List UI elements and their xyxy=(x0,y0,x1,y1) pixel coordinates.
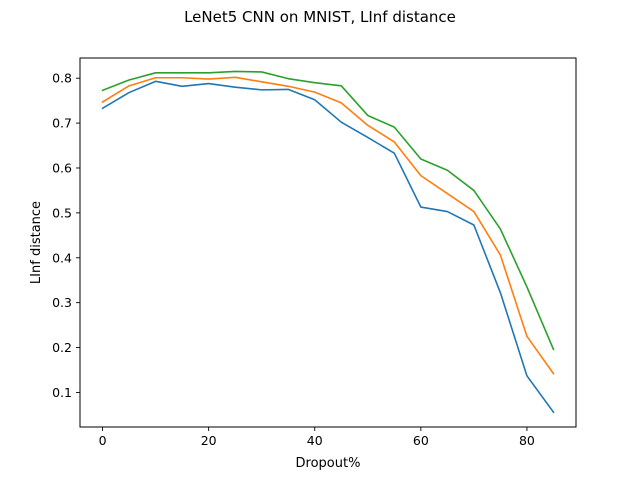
y-tick-label: 0.4 xyxy=(52,250,72,265)
y-axis-ticks: 0.1 0.2 0.3 0.4 0.5 0.6 0.7 0.8 xyxy=(52,71,80,400)
x-tick-label: 40 xyxy=(307,433,323,448)
x-tick-label: 0 xyxy=(99,433,107,448)
x-axis-ticks: 0 20 40 60 80 xyxy=(99,427,535,448)
series-line-2 xyxy=(101,76,555,375)
y-tick-label: 0.1 xyxy=(52,385,72,400)
series-line-1 xyxy=(101,80,555,414)
x-axis-label: Dropout% xyxy=(296,456,361,471)
series-layer xyxy=(101,70,555,414)
y-axis-label: LInf distance xyxy=(29,201,44,284)
y-tick-label: 0.8 xyxy=(52,71,72,86)
y-tick-label: 0.5 xyxy=(52,205,72,220)
series-line-3 xyxy=(101,70,555,351)
x-tick-label: 20 xyxy=(201,433,217,448)
y-tick-label: 0.6 xyxy=(52,160,72,175)
chart-title: LeNet5 CNN on MNIST, LInf distance xyxy=(184,8,456,26)
x-tick-label: 80 xyxy=(519,433,535,448)
x-tick-label: 60 xyxy=(413,433,429,448)
y-tick-label: 0.3 xyxy=(52,295,72,310)
y-tick-label: 0.2 xyxy=(52,340,72,355)
plot-frame xyxy=(79,57,577,428)
y-tick-label: 0.7 xyxy=(52,116,72,131)
